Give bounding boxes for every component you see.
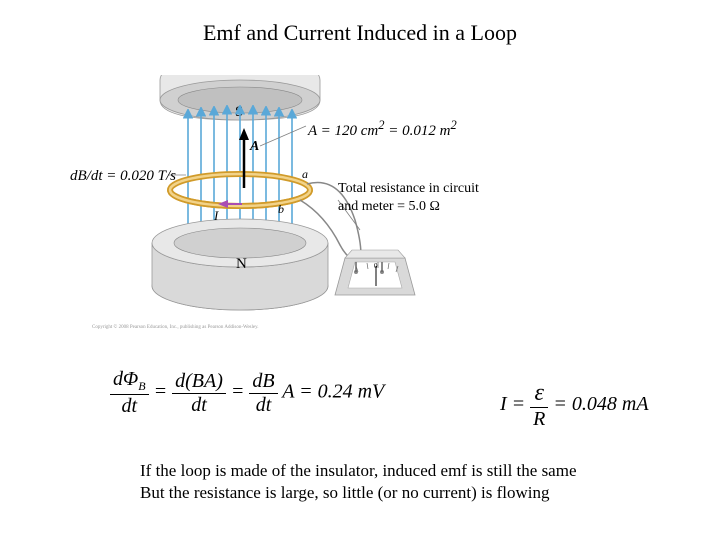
dbdt-label: dB/dt = 0.020 T/s <box>70 168 176 185</box>
area-vector-label: A <box>249 139 259 154</box>
page-title: Emf and Current Induced in a Loop <box>0 20 720 46</box>
current-equation: I = εR = 0.048 mA <box>500 380 649 431</box>
current-label: I <box>213 208 219 223</box>
resistance-label: Total resistance in circuit and meter = … <box>338 180 479 215</box>
meter: 0 <box>335 250 415 295</box>
point-a-label: a <box>302 167 308 181</box>
area-equation-label: A = 120 cm2 = 0.012 m2 <box>308 118 457 140</box>
area-vector: A <box>239 128 259 188</box>
s-pole-label: S <box>235 104 243 120</box>
flux-equation: dΦBdt = d(BA)dt = dBdt A = 0.24 mV <box>110 368 384 418</box>
bottom-magnet: N <box>152 219 328 310</box>
point-b-label: b <box>278 202 284 216</box>
n-pole-label: N <box>236 256 247 272</box>
caption-text: If the loop is made of the insulator, in… <box>140 460 577 504</box>
caption-line-2: But the resistance is large, so little (… <box>140 482 577 504</box>
area-leader <box>260 126 306 146</box>
copyright-text: Copyright © 2008 Pearson Education, Inc.… <box>92 325 259 330</box>
caption-line-1: If the loop is made of the insulator, in… <box>140 460 577 482</box>
